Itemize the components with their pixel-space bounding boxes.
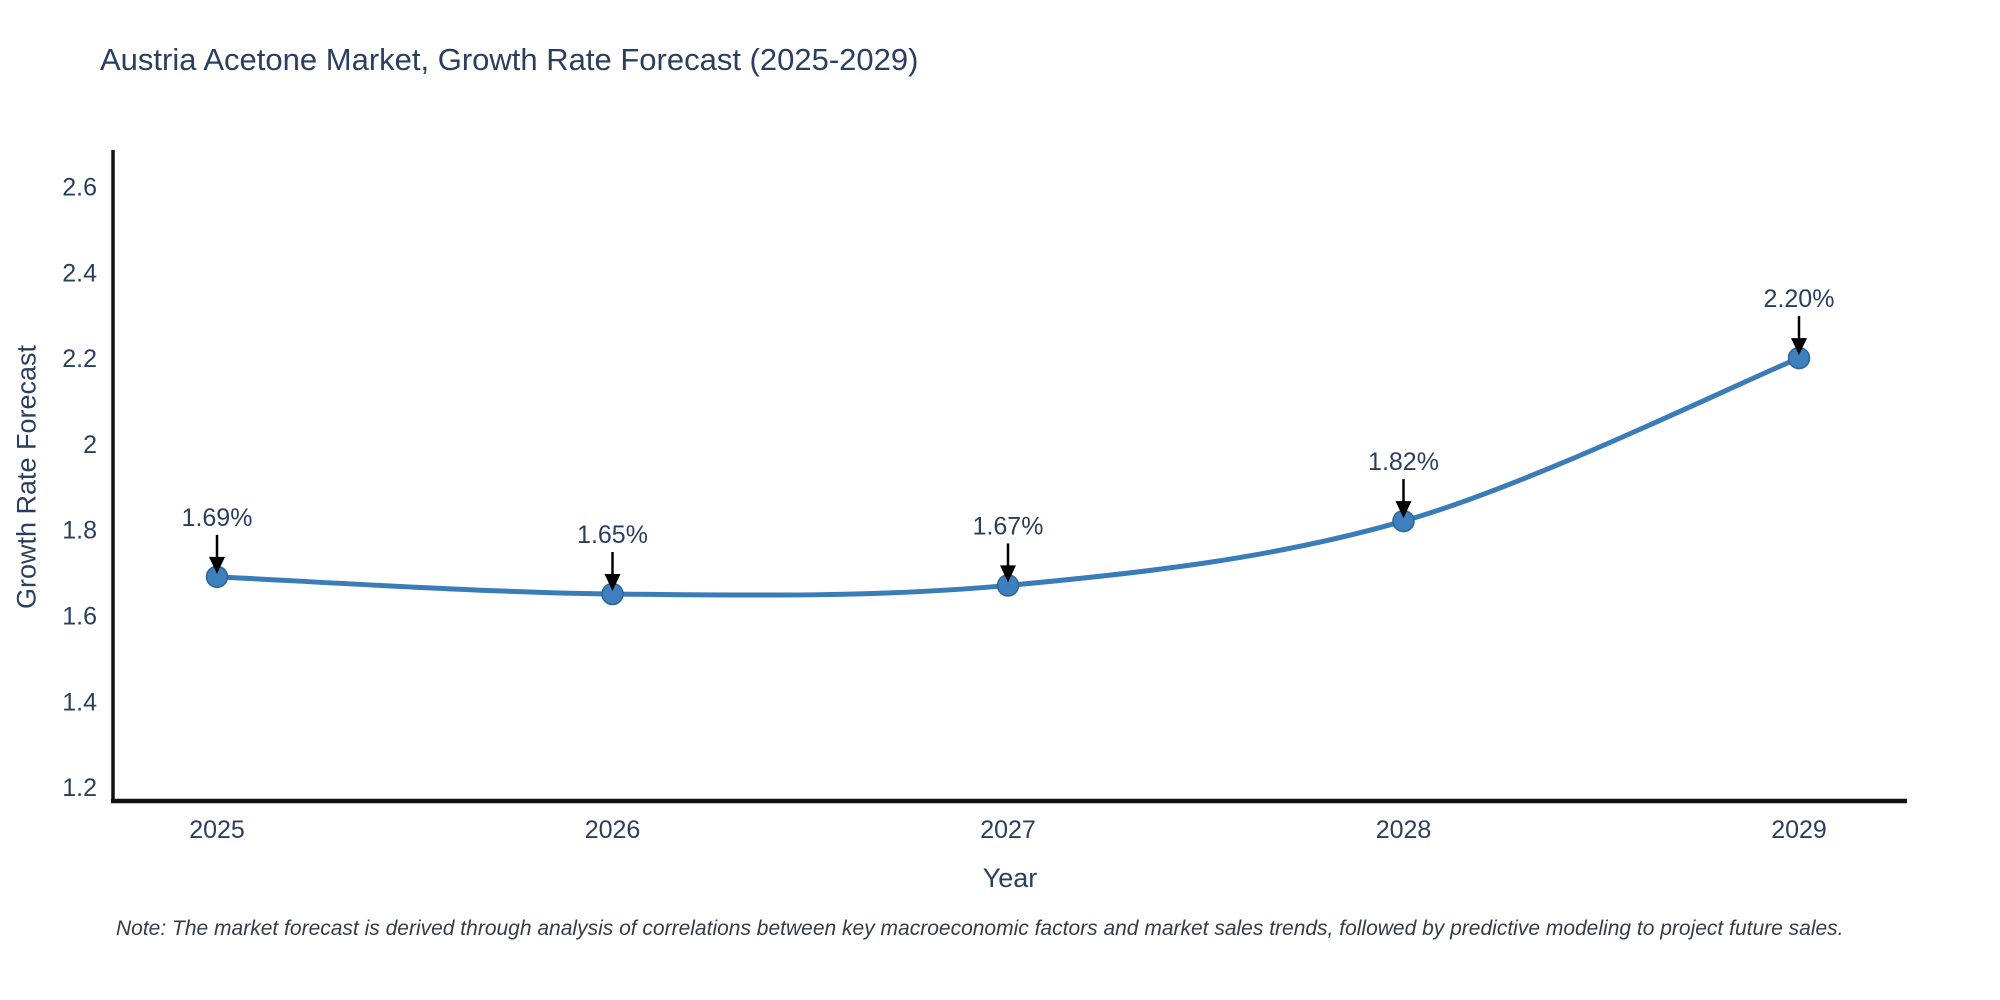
y-tick-label: 2.2 [62, 345, 97, 373]
y-tick-label: 2 [83, 431, 97, 459]
chart-title: Austria Acetone Market, Growth Rate Fore… [100, 42, 919, 77]
x-tick-label: 2025 [189, 816, 245, 844]
y-tick-label: 2.4 [62, 259, 97, 287]
footnote: Note: The market forecast is derived thr… [116, 917, 1844, 940]
y-tick-label: 2.6 [62, 173, 97, 201]
y-tick-label: 1.2 [62, 774, 97, 802]
data-point-label: 1.67% [973, 512, 1044, 540]
x-axis-title: Year [982, 863, 1038, 893]
annotation-arrowhead-icon [1000, 565, 1016, 583]
annotation-arrowhead-icon [604, 574, 621, 592]
x-tick-label: 2028 [1376, 816, 1432, 844]
data-point-label: 1.65% [577, 521, 648, 549]
y-tick-label: 1.6 [62, 602, 97, 630]
y-axis-title: Growth Rate Forecast [11, 344, 42, 610]
x-tick-label: 2027 [980, 816, 1036, 844]
y-tick-label: 1.8 [62, 517, 97, 545]
annotation-arrowhead-icon [209, 556, 225, 574]
data-point-label: 1.82% [1368, 448, 1439, 476]
data-point-label: 2.20% [1764, 285, 1835, 313]
annotation-arrowhead-icon [1791, 338, 1807, 356]
x-tick-label: 2029 [1771, 816, 1827, 844]
x-tick-label: 2026 [585, 816, 641, 844]
y-tick-label: 1.4 [62, 688, 97, 716]
data-point-label: 1.69% [182, 504, 253, 532]
annotation-arrowhead-icon [1395, 501, 1412, 519]
